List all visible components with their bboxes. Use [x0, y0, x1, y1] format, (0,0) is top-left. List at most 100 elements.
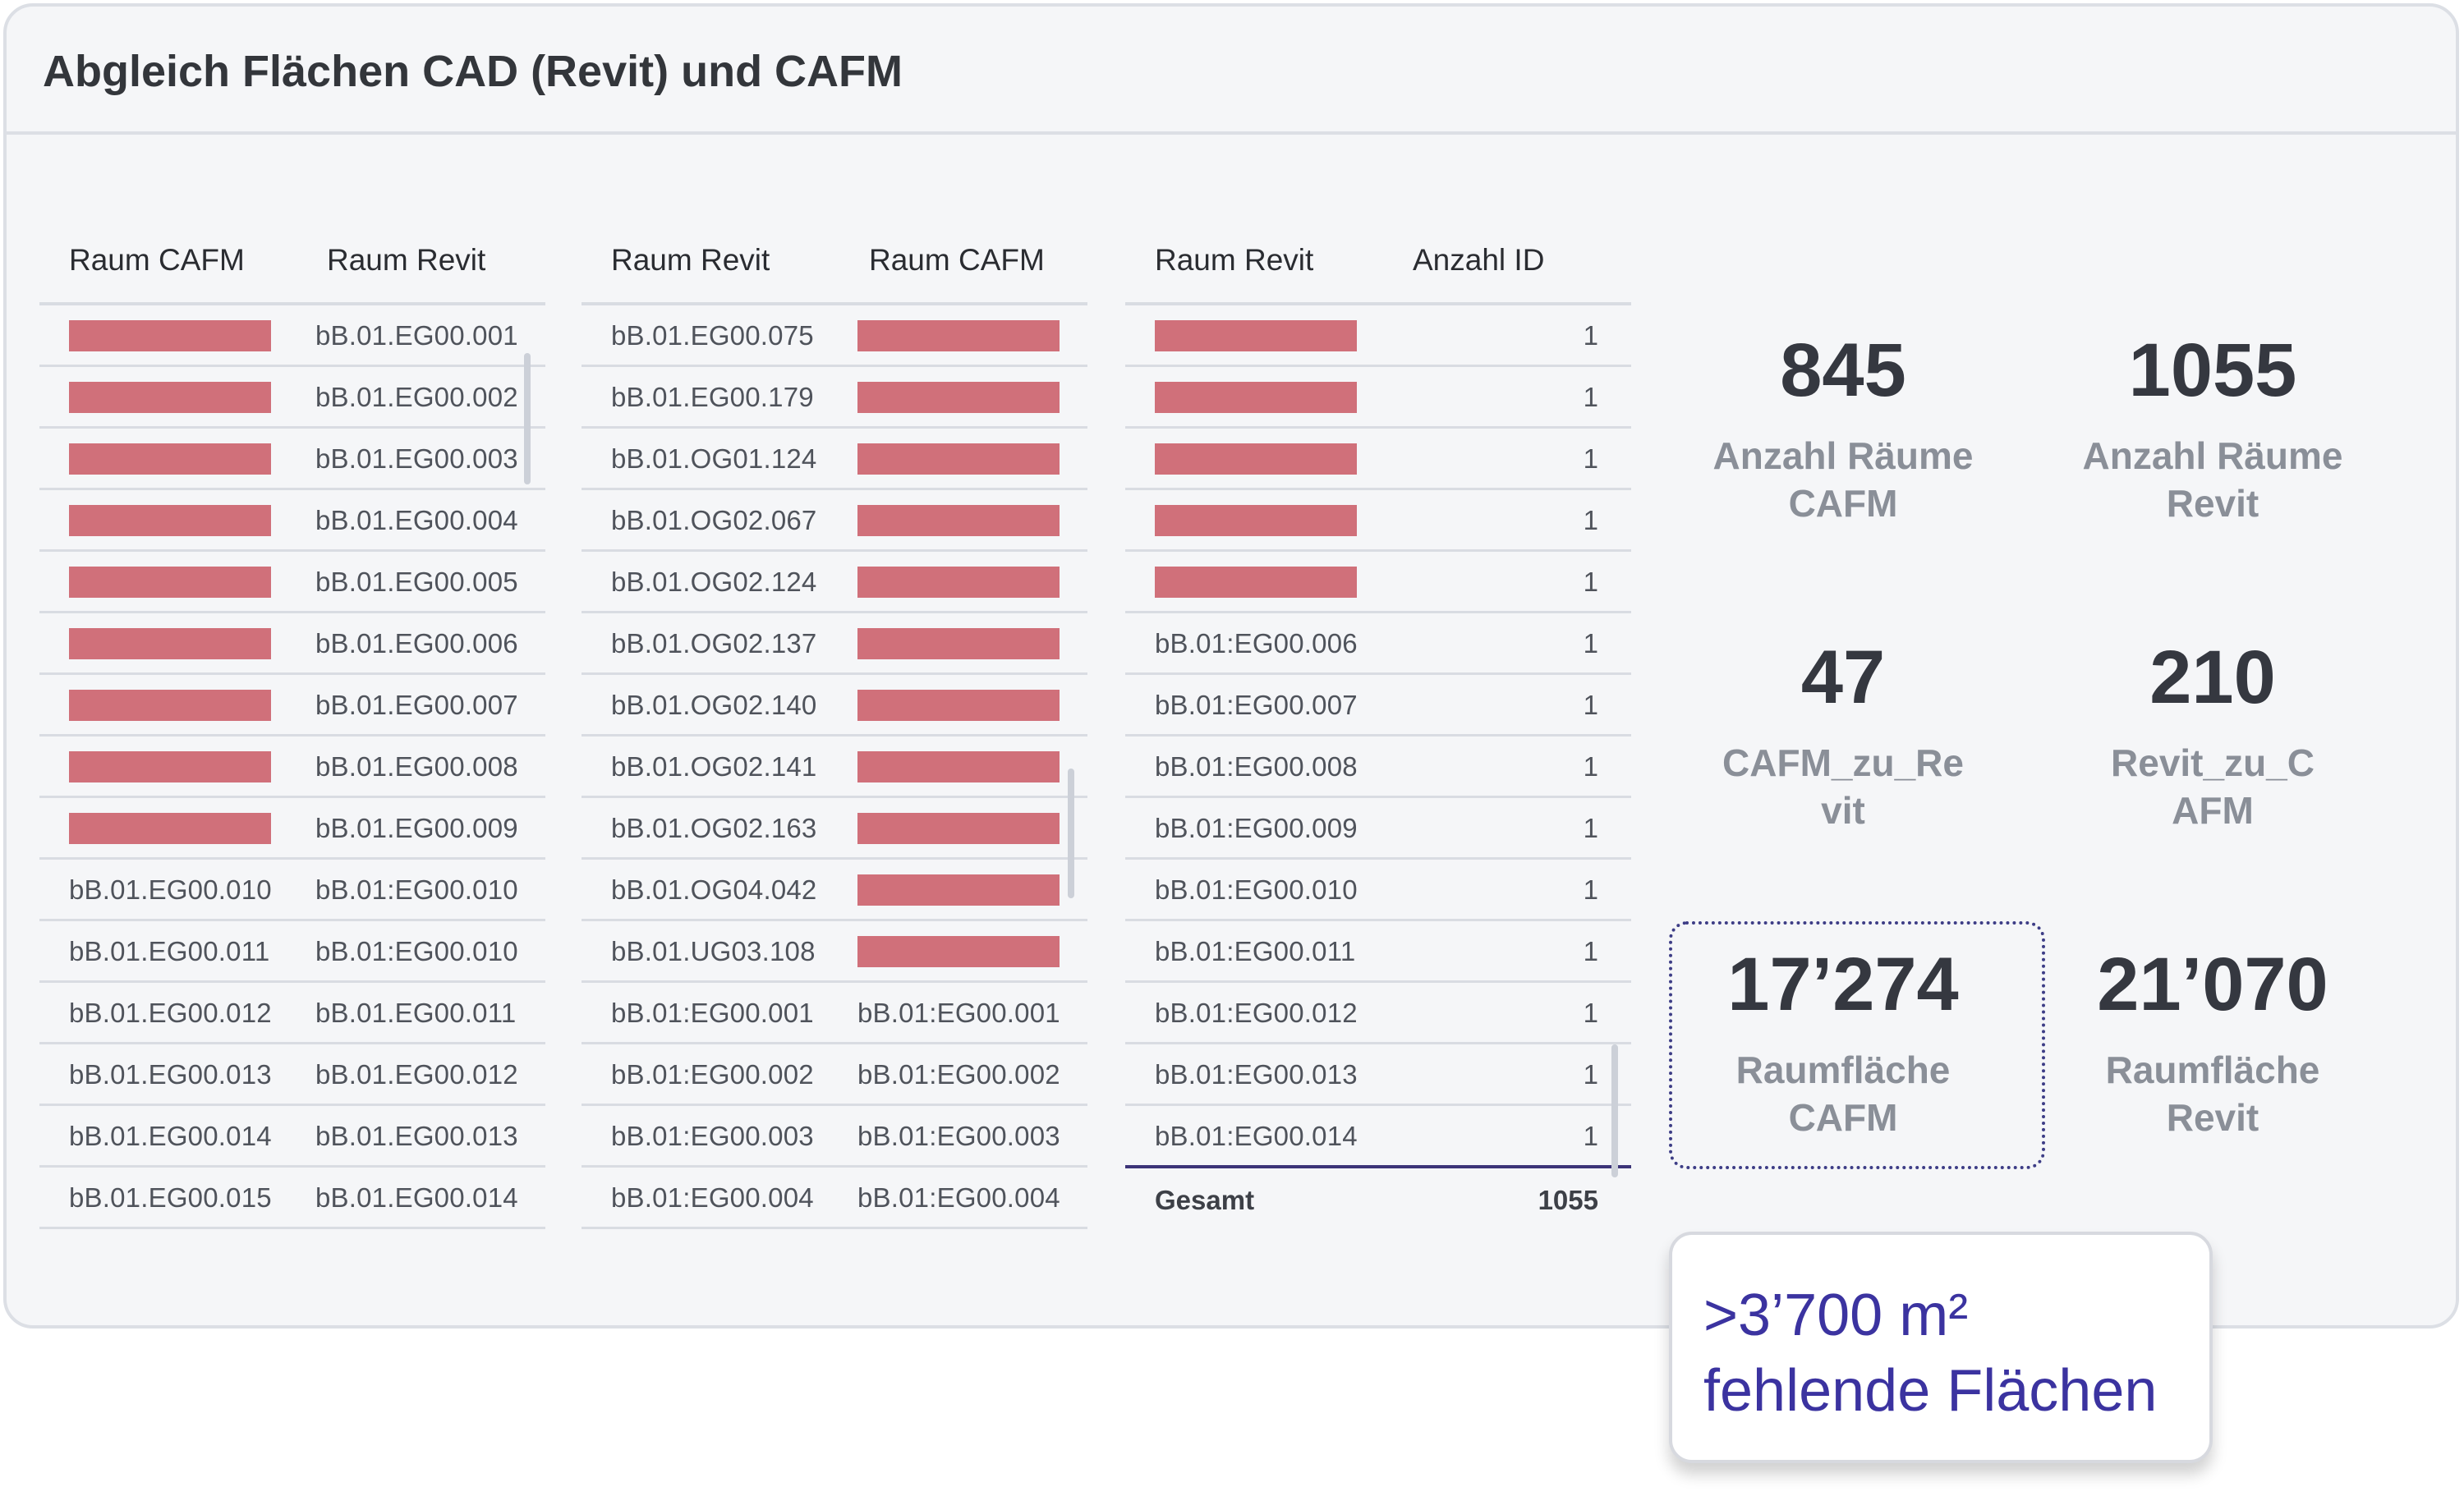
missing-value-marker [69, 505, 271, 536]
table-row[interactable]: bB.01:EG00.003 bB.01:EG00.003 [582, 1106, 1087, 1168]
table-row[interactable]: bB.01:EG00.004 bB.01:EG00.004 [582, 1168, 1087, 1229]
table-row[interactable]: bB.01.UG03.108 [582, 921, 1087, 983]
room-id-cell: bB.01.EG00.006 [315, 628, 518, 659]
table-row[interactable]: bB.01.EG00.008 [39, 737, 545, 798]
table-row[interactable]: bB.01:EG00.011 1 [1125, 921, 1631, 983]
table-row[interactable]: bB.01:EG00.012 1 [1125, 983, 1631, 1044]
table-row[interactable]: bB.01.EG00.005 [39, 552, 545, 613]
room-id-cell: bB.01.EG00.014 [69, 1121, 272, 1151]
title-bar: Abgleich Flächen CAD (Revit) und CAFM [7, 7, 2456, 135]
id-count-cell: 1 [1583, 628, 1598, 659]
table-row[interactable]: bB.01.EG00.015 bB.01.EG00.014 [39, 1168, 545, 1229]
table-row[interactable]: bB.01.OG02.067 [582, 490, 1087, 552]
table-row[interactable]: bB.01.EG00.011 bB.01:EG00.010 [39, 921, 545, 983]
room-id-cell: bB.01:EG00.008 [1155, 751, 1358, 782]
id-count-cell: 1 [1583, 874, 1598, 905]
missing-value-marker [69, 813, 271, 844]
column-header-raum-revit[interactable]: Raum Revit [611, 243, 770, 277]
table-row[interactable]: bB.01.EG00.013 bB.01.EG00.012 [39, 1044, 545, 1106]
table-row[interactable]: bB.01.EG00.007 [39, 675, 545, 737]
table-row[interactable]: bB.01.OG04.042 [582, 860, 1087, 921]
table-row[interactable]: bB.01:EG00.002 bB.01:EG00.002 [582, 1044, 1087, 1106]
missing-value-marker [857, 567, 1060, 598]
table-row[interactable]: bB.01.OG01.124 [582, 429, 1087, 490]
kpi-highlight-frame [1669, 921, 2045, 1169]
room-id-cell: bB.01.EG00.075 [611, 320, 814, 351]
table-row[interactable]: bB.01.EG00.004 [39, 490, 545, 552]
table-row[interactable]: bB.01.EG00.002 [39, 367, 545, 429]
column-header-anzahl-id[interactable]: Anzahl ID [1413, 243, 1545, 277]
table-row[interactable]: bB.01.OG02.140 [582, 675, 1087, 737]
id-count-cell: 1 [1583, 505, 1598, 535]
room-id-cell: bB.01.OG02.163 [611, 813, 817, 843]
column-header-raum-revit[interactable]: Raum Revit [327, 243, 486, 277]
table-row[interactable]: bB.01:EG00.001 bB.01:EG00.001 [582, 983, 1087, 1044]
room-id-cell: bB.01.EG00.007 [315, 690, 518, 720]
column-header-raum-cafm[interactable]: Raum CAFM [869, 243, 1045, 277]
missing-value-marker [857, 690, 1060, 721]
id-count-cell: 1 [1583, 690, 1598, 720]
column-header-raum-revit[interactable]: Raum Revit [1155, 243, 1314, 277]
kpi-value: 1055 [2128, 328, 2297, 412]
table-row[interactable]: bB.01:EG00.013 1 [1125, 1044, 1631, 1106]
table-row[interactable]: bB.01:EG00.008 1 [1125, 737, 1631, 798]
missing-value-marker [69, 443, 271, 475]
room-id-cell: bB.01.OG02.124 [611, 567, 817, 597]
room-id-cell: bB.01:EG00.010 [1155, 874, 1358, 905]
room-id-cell: bB.01:EG00.001 [611, 998, 814, 1028]
missing-value-marker [857, 628, 1060, 659]
table-row[interactable]: bB.01:EG00.009 1 [1125, 798, 1631, 860]
table-row[interactable]: bB.01.EG00.179 [582, 367, 1087, 429]
table-row[interactable]: bB.01.EG00.010 bB.01:EG00.010 [39, 860, 545, 921]
table-scrollbar[interactable] [1068, 769, 1074, 898]
kpi-label: Raumfläche CAFM [1735, 1049, 1951, 1139]
room-id-cell: bB.01.OG02.140 [611, 690, 817, 720]
table-row[interactable]: bB.01.EG00.006 [39, 613, 545, 675]
table-row[interactable]: bB.01:EG00.007 1 [1125, 675, 1631, 737]
table-row[interactable]: bB.01.EG00.014 bB.01.EG00.013 [39, 1106, 545, 1168]
table-scrollbar[interactable] [524, 353, 531, 484]
table-row[interactable]: bB.01.EG00.003 [39, 429, 545, 490]
table-row[interactable]: 1 [1125, 367, 1631, 429]
table-row[interactable]: bB.01.EG00.012 bB.01.EG00.011 [39, 983, 545, 1044]
missing-value-marker [69, 690, 271, 721]
table-row[interactable]: 1 [1125, 552, 1631, 613]
table-row[interactable]: 1 [1125, 429, 1631, 490]
table-row[interactable]: 1 [1125, 305, 1631, 367]
missing-value-marker [857, 505, 1060, 536]
kpi-revit-zu-cafm: 210 Revit_zu_C AFM [2032, 632, 2393, 834]
room-id-cell: bB.01:EG00.004 [857, 1182, 1060, 1213]
missing-value-marker [857, 936, 1060, 967]
room-id-cell: bB.01.EG00.012 [315, 1059, 518, 1090]
table-row[interactable]: bB.01.EG00.001 [39, 305, 545, 367]
id-count-cell: 1 [1583, 382, 1598, 412]
table-row[interactable]: bB.01.EG00.075 [582, 305, 1087, 367]
kpi-label: Anzahl Räume Revit [2082, 434, 2343, 525]
table-scrollbar[interactable] [1611, 1044, 1618, 1177]
table-row[interactable]: bB.01.OG02.137 [582, 613, 1087, 675]
room-id-cell: bB.01:EG00.010 [315, 874, 518, 905]
table-row[interactable]: bB.01.EG00.009 [39, 798, 545, 860]
missing-value-marker [69, 382, 271, 413]
room-id-cell: bB.01.EG00.011 [315, 998, 517, 1028]
missing-value-marker [69, 628, 271, 659]
table-row[interactable]: bB.01:EG00.006 1 [1125, 613, 1631, 675]
missing-value-marker [69, 567, 271, 598]
kpi-cafm-zu-revit: 47 CAFM_zu_Re vit [1662, 632, 2024, 834]
table-row[interactable]: bB.01.OG02.163 [582, 798, 1087, 860]
table-row[interactable]: bB.01:EG00.014 1 [1125, 1106, 1631, 1168]
table-row[interactable]: bB.01.OG02.141 [582, 737, 1087, 798]
column-header-raum-cafm[interactable]: Raum CAFM [69, 243, 245, 277]
table-revit-id-count: Raum Revit Anzahl ID 1 1 1 1 1 bB.01:EG00.006… [1125, 207, 1631, 1231]
table-revit-vs-cafm: Raum Revit Raum CAFM bB.01.EG00.075 bB.01… [582, 207, 1087, 1229]
missing-value-marker [1155, 382, 1357, 413]
table-row[interactable]: bB.01:EG00.010 1 [1125, 860, 1631, 921]
table-row[interactable]: 1 [1125, 490, 1631, 552]
kpi-anzahl-raeume-cafm: 845 Anzahl Räume CAFM [1662, 325, 2024, 527]
missing-value-marker [1155, 567, 1357, 598]
id-count-cell: 1 [1583, 1059, 1598, 1090]
kpi-raumflaeche-revit: 21’070 Raumfläche Revit [2032, 939, 2393, 1141]
room-id-cell: bB.01.UG03.108 [611, 936, 816, 966]
table-row[interactable]: bB.01.OG02.124 [582, 552, 1087, 613]
room-id-cell: bB.01.EG00.001 [315, 320, 518, 351]
